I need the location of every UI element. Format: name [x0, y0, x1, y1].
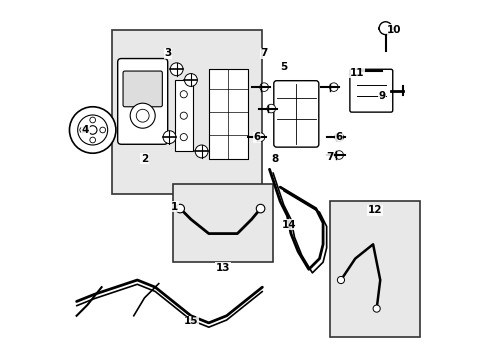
FancyBboxPatch shape — [273, 81, 318, 147]
Text: 1: 1 — [171, 202, 178, 212]
Text: 13: 13 — [215, 262, 230, 273]
Circle shape — [180, 112, 187, 119]
Circle shape — [170, 63, 183, 76]
Circle shape — [180, 91, 187, 98]
Circle shape — [69, 107, 116, 153]
Bar — [329, 202, 419, 337]
FancyBboxPatch shape — [349, 69, 392, 112]
Text: 11: 11 — [349, 68, 364, 78]
Text: 10: 10 — [386, 25, 401, 35]
Circle shape — [259, 83, 268, 91]
Text: 8: 8 — [271, 154, 278, 163]
Circle shape — [176, 204, 184, 213]
Circle shape — [334, 151, 343, 159]
Circle shape — [180, 134, 187, 141]
Text: 9: 9 — [378, 91, 385, 101]
FancyBboxPatch shape — [123, 71, 162, 107]
Circle shape — [337, 276, 344, 284]
Circle shape — [80, 127, 85, 133]
Circle shape — [256, 204, 264, 213]
Circle shape — [78, 115, 107, 145]
Text: 7: 7 — [326, 152, 333, 162]
Circle shape — [256, 133, 264, 141]
Text: 6: 6 — [253, 132, 260, 142]
Circle shape — [184, 73, 197, 86]
Text: 6: 6 — [335, 132, 342, 142]
Text: 12: 12 — [367, 205, 381, 215]
Circle shape — [90, 137, 95, 143]
Circle shape — [334, 133, 343, 141]
Text: 2: 2 — [141, 154, 148, 163]
Bar — [173, 184, 272, 262]
Circle shape — [329, 83, 337, 91]
FancyBboxPatch shape — [118, 59, 167, 144]
Circle shape — [90, 117, 95, 123]
Circle shape — [195, 145, 207, 158]
Bar — [175, 80, 192, 152]
Bar — [208, 69, 247, 158]
Circle shape — [163, 131, 176, 144]
Circle shape — [372, 305, 380, 312]
Bar — [112, 30, 262, 194]
Circle shape — [88, 126, 97, 134]
Text: 15: 15 — [183, 316, 198, 326]
Circle shape — [130, 103, 155, 128]
Circle shape — [100, 127, 105, 133]
Text: 3: 3 — [164, 48, 171, 58]
Text: 4: 4 — [81, 125, 89, 135]
Circle shape — [266, 104, 275, 113]
Text: 5: 5 — [280, 63, 287, 72]
Circle shape — [136, 109, 149, 122]
Circle shape — [378, 22, 391, 35]
Text: 14: 14 — [281, 220, 296, 230]
Text: 7: 7 — [260, 48, 267, 58]
